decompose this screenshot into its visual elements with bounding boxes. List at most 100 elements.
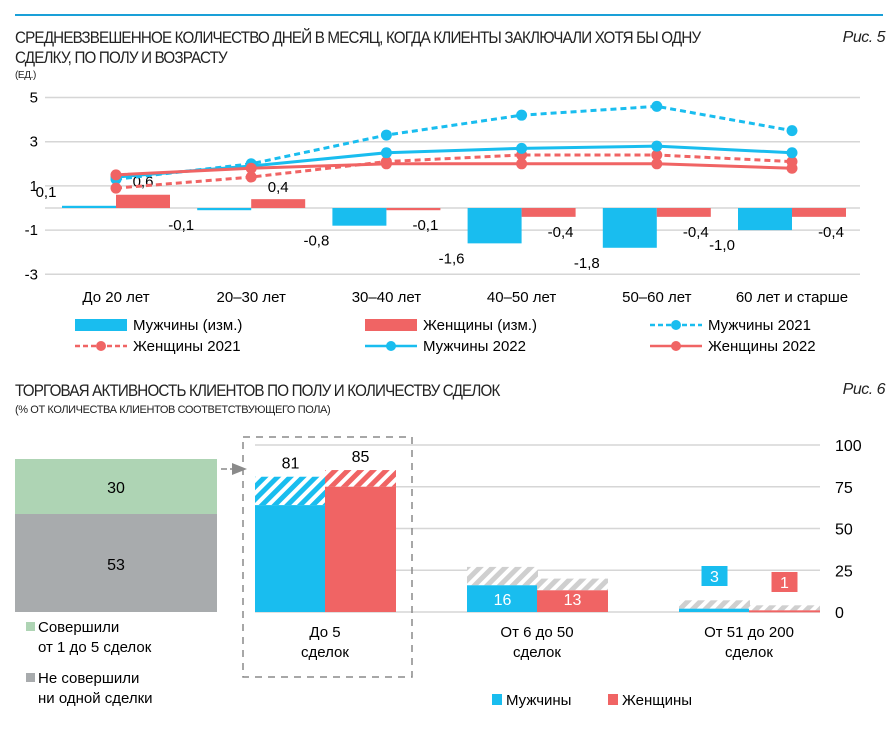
legend-marker: [96, 341, 106, 351]
bar-women: [521, 208, 576, 217]
legend-label: Женщины (изм.): [423, 317, 537, 334]
bar-women: [386, 208, 441, 211]
bar-hatched-men: [679, 600, 750, 609]
fig6-unit: (% ОТ КОЛИЧЕСТВА КЛИЕНТОВ СООТВЕТСТВУЮЩЕ…: [15, 404, 331, 416]
y-tick-label: 50: [835, 522, 853, 539]
legend-swatch: [26, 673, 35, 682]
bar-men: [197, 208, 252, 211]
y-tick-label: 75: [835, 480, 853, 497]
bar-men: [602, 208, 657, 248]
y-tick-label: 5: [30, 90, 38, 107]
series-point: [110, 169, 122, 181]
bar-men: [62, 205, 116, 208]
x-tick-label: От 6 до 50: [500, 624, 573, 641]
arrow-icon: [232, 463, 247, 475]
fig5-unit: (ЕД.): [15, 70, 36, 81]
y-tick-label: -1: [25, 222, 38, 239]
series-point: [786, 147, 798, 159]
y-tick-label: 1: [30, 178, 38, 195]
legend-swatch: [608, 694, 618, 705]
series-point: [651, 100, 663, 112]
breakdown-segment: [15, 514, 217, 612]
legend-marker: [386, 341, 396, 351]
bar-men: [467, 208, 522, 244]
data-label: -0,4: [818, 224, 844, 241]
x-tick-label: 20–30 лет: [217, 289, 286, 306]
data-label: -0,1: [168, 217, 194, 234]
legend-swatch: [492, 694, 502, 705]
legend-label: Мужчины: [506, 692, 571, 709]
legend-label: Мужчины (изм.): [133, 317, 242, 334]
data-label: -1,6: [439, 250, 465, 267]
legend-label: Мужчины 2022: [423, 338, 526, 355]
series-point: [786, 125, 798, 137]
data-label: 1: [780, 575, 789, 592]
legend-label: от 1 до 5 сделок: [38, 639, 152, 656]
bar-women: [656, 208, 711, 217]
bar-women: [325, 486, 396, 612]
x-tick-label: 40–50 лет: [487, 289, 556, 306]
series-line: [115, 153, 793, 190]
legend-label: Женщины 2022: [708, 338, 816, 355]
series-point: [786, 162, 798, 174]
bar-women: [792, 208, 846, 217]
x-tick-label: До 20 лет: [82, 289, 149, 306]
series-point: [380, 129, 392, 141]
bar-women: [251, 199, 306, 208]
data-label: -1,0: [709, 237, 735, 254]
fig5-label: Рис. 5: [842, 29, 886, 46]
x-tick-label: 30–40 лет: [352, 289, 421, 306]
legend-label: Не совершили: [38, 670, 139, 687]
fig5-title-line2: СДЕЛКУ, ПО ПОЛУ И ВОЗРАСТУ: [15, 49, 228, 67]
fig6-title: ТОРГОВАЯ АКТИВНОСТЬ КЛИЕНТОВ ПО ПОЛУ И К…: [15, 382, 500, 400]
bar-hatched-women: [325, 470, 396, 487]
data-label: 0,1: [36, 184, 57, 201]
bar-men: [679, 608, 750, 612]
series-point: [651, 140, 663, 152]
legend-label: ни одной сделки: [38, 690, 153, 707]
breakdown-label: 30: [107, 480, 125, 497]
x-tick-label: 60 лет и старше: [736, 289, 848, 306]
bar-men: [255, 505, 326, 612]
x-tick-label: сделок: [725, 644, 773, 661]
bar-men: [738, 208, 792, 231]
data-label-box: [771, 572, 798, 592]
bar-hatched-men: [255, 476, 326, 506]
bar-hatched-men: [467, 566, 538, 586]
legend-marker: [671, 341, 681, 351]
breakdown-label: 53: [107, 557, 125, 574]
x-tick-label: сделок: [301, 644, 349, 661]
legend-label: Женщины 2021: [133, 338, 241, 355]
series-point: [245, 171, 257, 183]
data-label: 16: [494, 592, 512, 609]
series-point: [516, 109, 528, 121]
series-line: [115, 144, 793, 179]
series-point: [380, 147, 392, 159]
data-label: 3: [710, 569, 719, 586]
data-label-box: [701, 566, 728, 586]
y-tick-label: 100: [835, 438, 862, 455]
breakdown-segment: [15, 459, 217, 514]
y-tick-label: 0: [835, 605, 844, 622]
legend-swatch: [75, 319, 127, 331]
top-rule: [15, 14, 883, 16]
bar-men: [332, 208, 387, 226]
y-tick-label: 25: [835, 563, 853, 580]
series-point: [651, 158, 663, 170]
highlight-box: [242, 436, 413, 678]
fig6-label: Рис. 6: [842, 381, 886, 398]
x-tick-label: До 5: [309, 624, 340, 641]
x-tick-label: От 51 до 200: [704, 624, 794, 641]
series-point: [651, 149, 663, 161]
legend-swatch: [26, 622, 35, 631]
bar-men: [467, 585, 538, 612]
data-label: 0,4: [268, 179, 289, 196]
data-label: 81: [282, 456, 300, 473]
data-label: 13: [564, 592, 582, 609]
data-label: -0,1: [412, 217, 438, 234]
data-label: 85: [352, 449, 370, 466]
fig5-title-line1: СРЕДНЕВЗВЕШЕННОЕ КОЛИЧЕСТВО ДНЕЙ В МЕСЯЦ…: [15, 29, 701, 47]
series-point: [245, 162, 257, 174]
series-point: [380, 158, 392, 170]
